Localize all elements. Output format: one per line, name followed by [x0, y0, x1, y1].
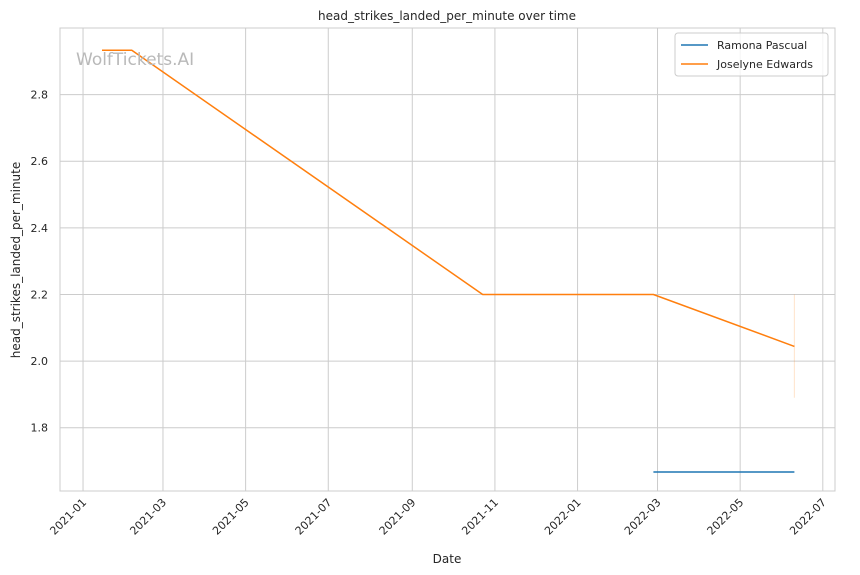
plot-frame — [59, 27, 836, 492]
legend-label: Ramona Pascual — [717, 39, 807, 52]
y-tick-label: 2.6 — [31, 155, 49, 168]
series-lines — [102, 49, 795, 473]
x-tick-label: 2021-01 — [47, 496, 89, 538]
y-axis-ticks: 1.8 2.0 2.2 2.4 2.6 2.8 — [31, 89, 49, 435]
x-tick-label: 2021-03 — [127, 496, 169, 538]
legend: Ramona Pascual Joselyne Edwards — [674, 32, 829, 77]
x-axis-ticks: 2021-01 2021-03 2021-05 2021-07 2021-09 2021-… — [47, 496, 828, 538]
y-tick-label: 1.8 — [31, 422, 49, 435]
chart-title: head_strikes_landed_per_minute over time — [318, 9, 576, 23]
x-tick-label: 2022-05 — [705, 496, 747, 538]
x-tick-label: 2022-07 — [787, 496, 829, 538]
y-tick-label: 2.0 — [31, 355, 49, 368]
x-tick-label: 2022-01 — [542, 496, 584, 538]
x-axis-label: Date — [433, 552, 462, 566]
y-axis-label: head_strikes_landed_per_minute — [9, 162, 23, 359]
y-tick-label: 2.8 — [31, 89, 49, 102]
legend-items: Ramona Pascual Joselyne Edwards — [681, 39, 813, 71]
y-tick-label: 2.4 — [31, 222, 49, 235]
x-tick-label: 2021-11 — [459, 496, 501, 538]
x-tick-label: 2021-07 — [293, 496, 335, 538]
legend-box — [674, 32, 829, 77]
series-line-1 — [102, 49, 795, 348]
legend-label: Joselyne Edwards — [716, 58, 813, 71]
x-tick-label: 2022-03 — [622, 496, 664, 538]
x-tick-label: 2021-05 — [210, 496, 252, 538]
y-tick-label: 2.2 — [31, 288, 49, 301]
x-tick-label: 2021-09 — [377, 496, 419, 538]
grid — [60, 28, 835, 491]
watermark: WolfTickets.AI — [76, 50, 194, 70]
